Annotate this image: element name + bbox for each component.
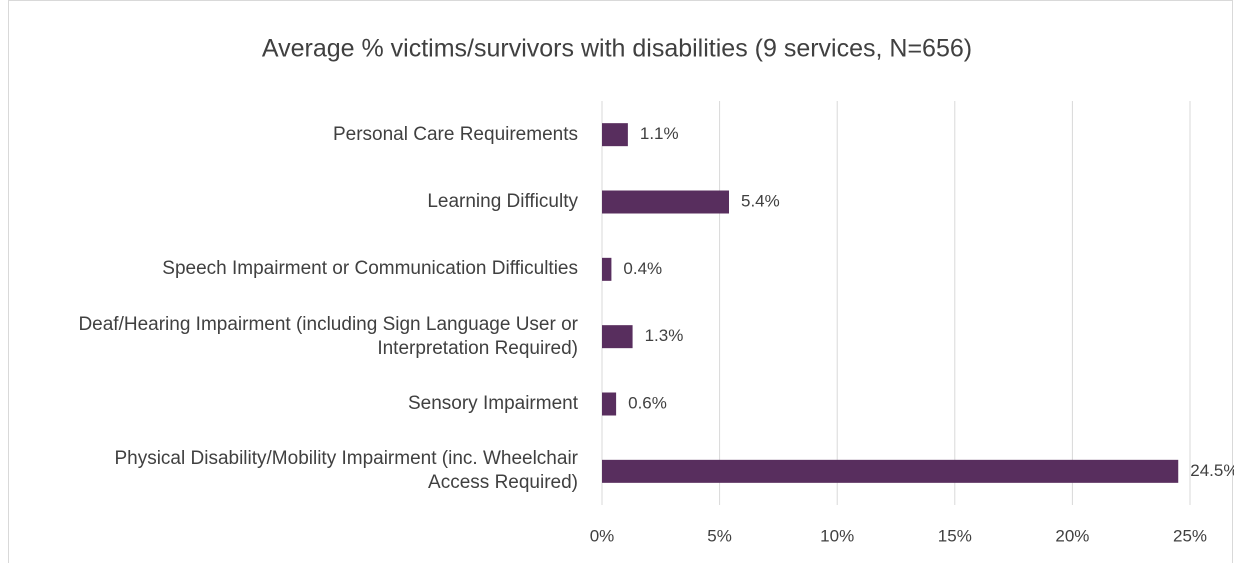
x-tick-label: 5% [707,526,732,545]
y-tick-label: Personal Care Requirements [332,123,578,145]
x-tick-label: 10% [820,526,854,545]
y-tick-label: Sensory Impairment [407,393,578,414]
data-label: 1.3% [645,326,684,345]
x-tick-label: 20% [1055,526,1089,545]
x-tick-label: 15% [938,526,972,545]
y-tick-label: Deaf/Hearing Impairment (including Sign … [78,313,578,359]
bar [602,325,633,349]
y-tick-label: Learning Difficulty [427,191,578,212]
y-tick-label: Speech Impairment or Communication Diffi… [162,258,578,280]
data-label: 0.6% [628,393,667,412]
bar [602,123,628,147]
data-label: 1.1% [640,124,679,143]
x-tick-label: 25% [1173,526,1207,545]
bar [602,392,617,416]
y-tick-label: Physical Disability/Mobility Impairment … [114,448,578,494]
bar [602,257,612,281]
data-label: 24.5% [1190,461,1234,480]
chart-border [8,0,1233,563]
bar [602,459,1179,483]
data-label: 5.4% [741,191,780,210]
x-tick-label: 0% [590,526,615,545]
chart-title: Average % victims/survivors with disabil… [262,35,972,63]
data-label: 0.4% [623,259,662,278]
bar [602,190,730,214]
